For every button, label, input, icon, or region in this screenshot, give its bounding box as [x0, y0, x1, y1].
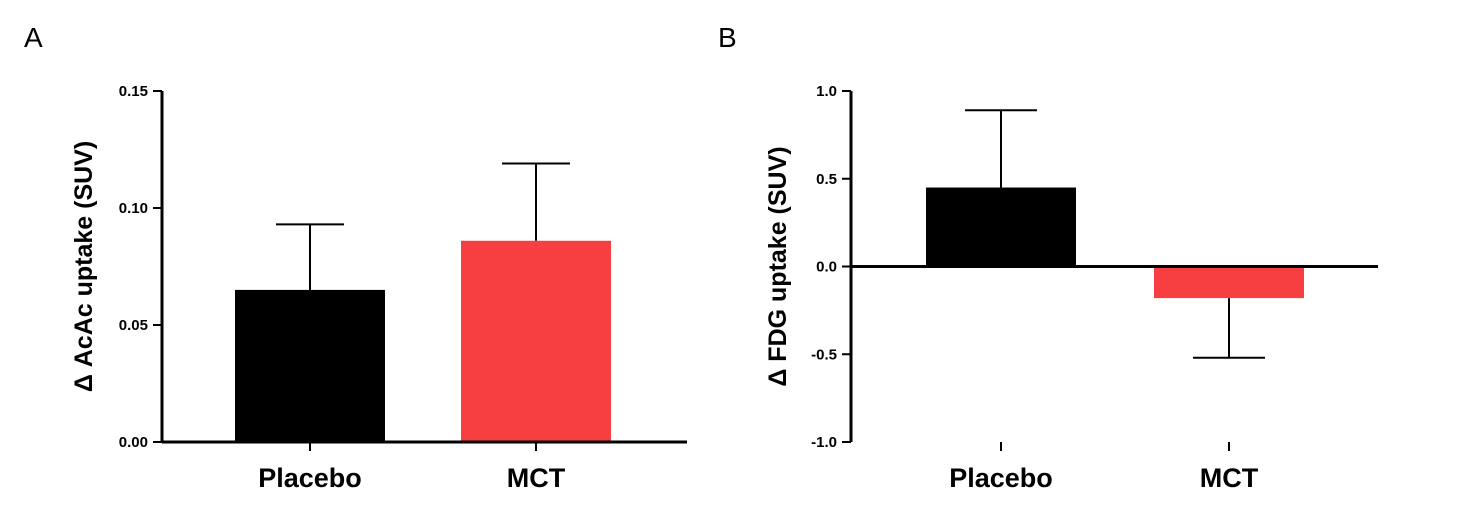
panel-a-bar-placebo: [235, 289, 385, 442]
panel-a-y-tick-label: 0.00: [119, 434, 148, 451]
panel-b-bar-placebo: [926, 187, 1076, 267]
panel-b-y-tick-label: 0.0: [816, 259, 837, 276]
panel-b-category-label-placebo: Placebo: [949, 463, 1053, 493]
panel-a-y-tick-label: 0.05: [119, 317, 148, 334]
panel-b-y-axis-title: Δ FDG uptake (SUV): [764, 146, 792, 386]
panel-label-a: A: [24, 22, 43, 53]
panel-a-y-tick-label: 0.10: [119, 200, 148, 217]
panel-a-y-axis-title: Δ AcAc uptake (SUV): [70, 141, 98, 392]
panel-a-y-tick-label: 0.15: [119, 83, 148, 100]
panel-b-y-tick-label: 1.0: [816, 83, 837, 100]
panel-a-category-label-placebo: Placebo: [258, 463, 362, 493]
panel-b-y-tick-label: 0.5: [816, 171, 837, 188]
panel-b-category-label-mct: MCT: [1200, 463, 1259, 493]
panel-b-y-tick-label: -1.0: [811, 434, 837, 451]
panel-b-bar-mct: [1154, 266, 1304, 299]
panel-a-category-label-mct: MCT: [507, 463, 566, 493]
chart-panel-a: 0.00 0.05 0.10 0.15 Placebo MCT Δ AcAc uptake …: [70, 83, 687, 493]
panel-label-b: B: [718, 22, 737, 53]
panel-b-y-tick-label: -0.5: [811, 346, 837, 363]
chart-panel-b: -1.0 -0.5 0.0 0.5 1.0 Placebo MCT Δ FDG uptake …: [764, 83, 1378, 493]
panel-a-bar-mct: [461, 240, 611, 442]
